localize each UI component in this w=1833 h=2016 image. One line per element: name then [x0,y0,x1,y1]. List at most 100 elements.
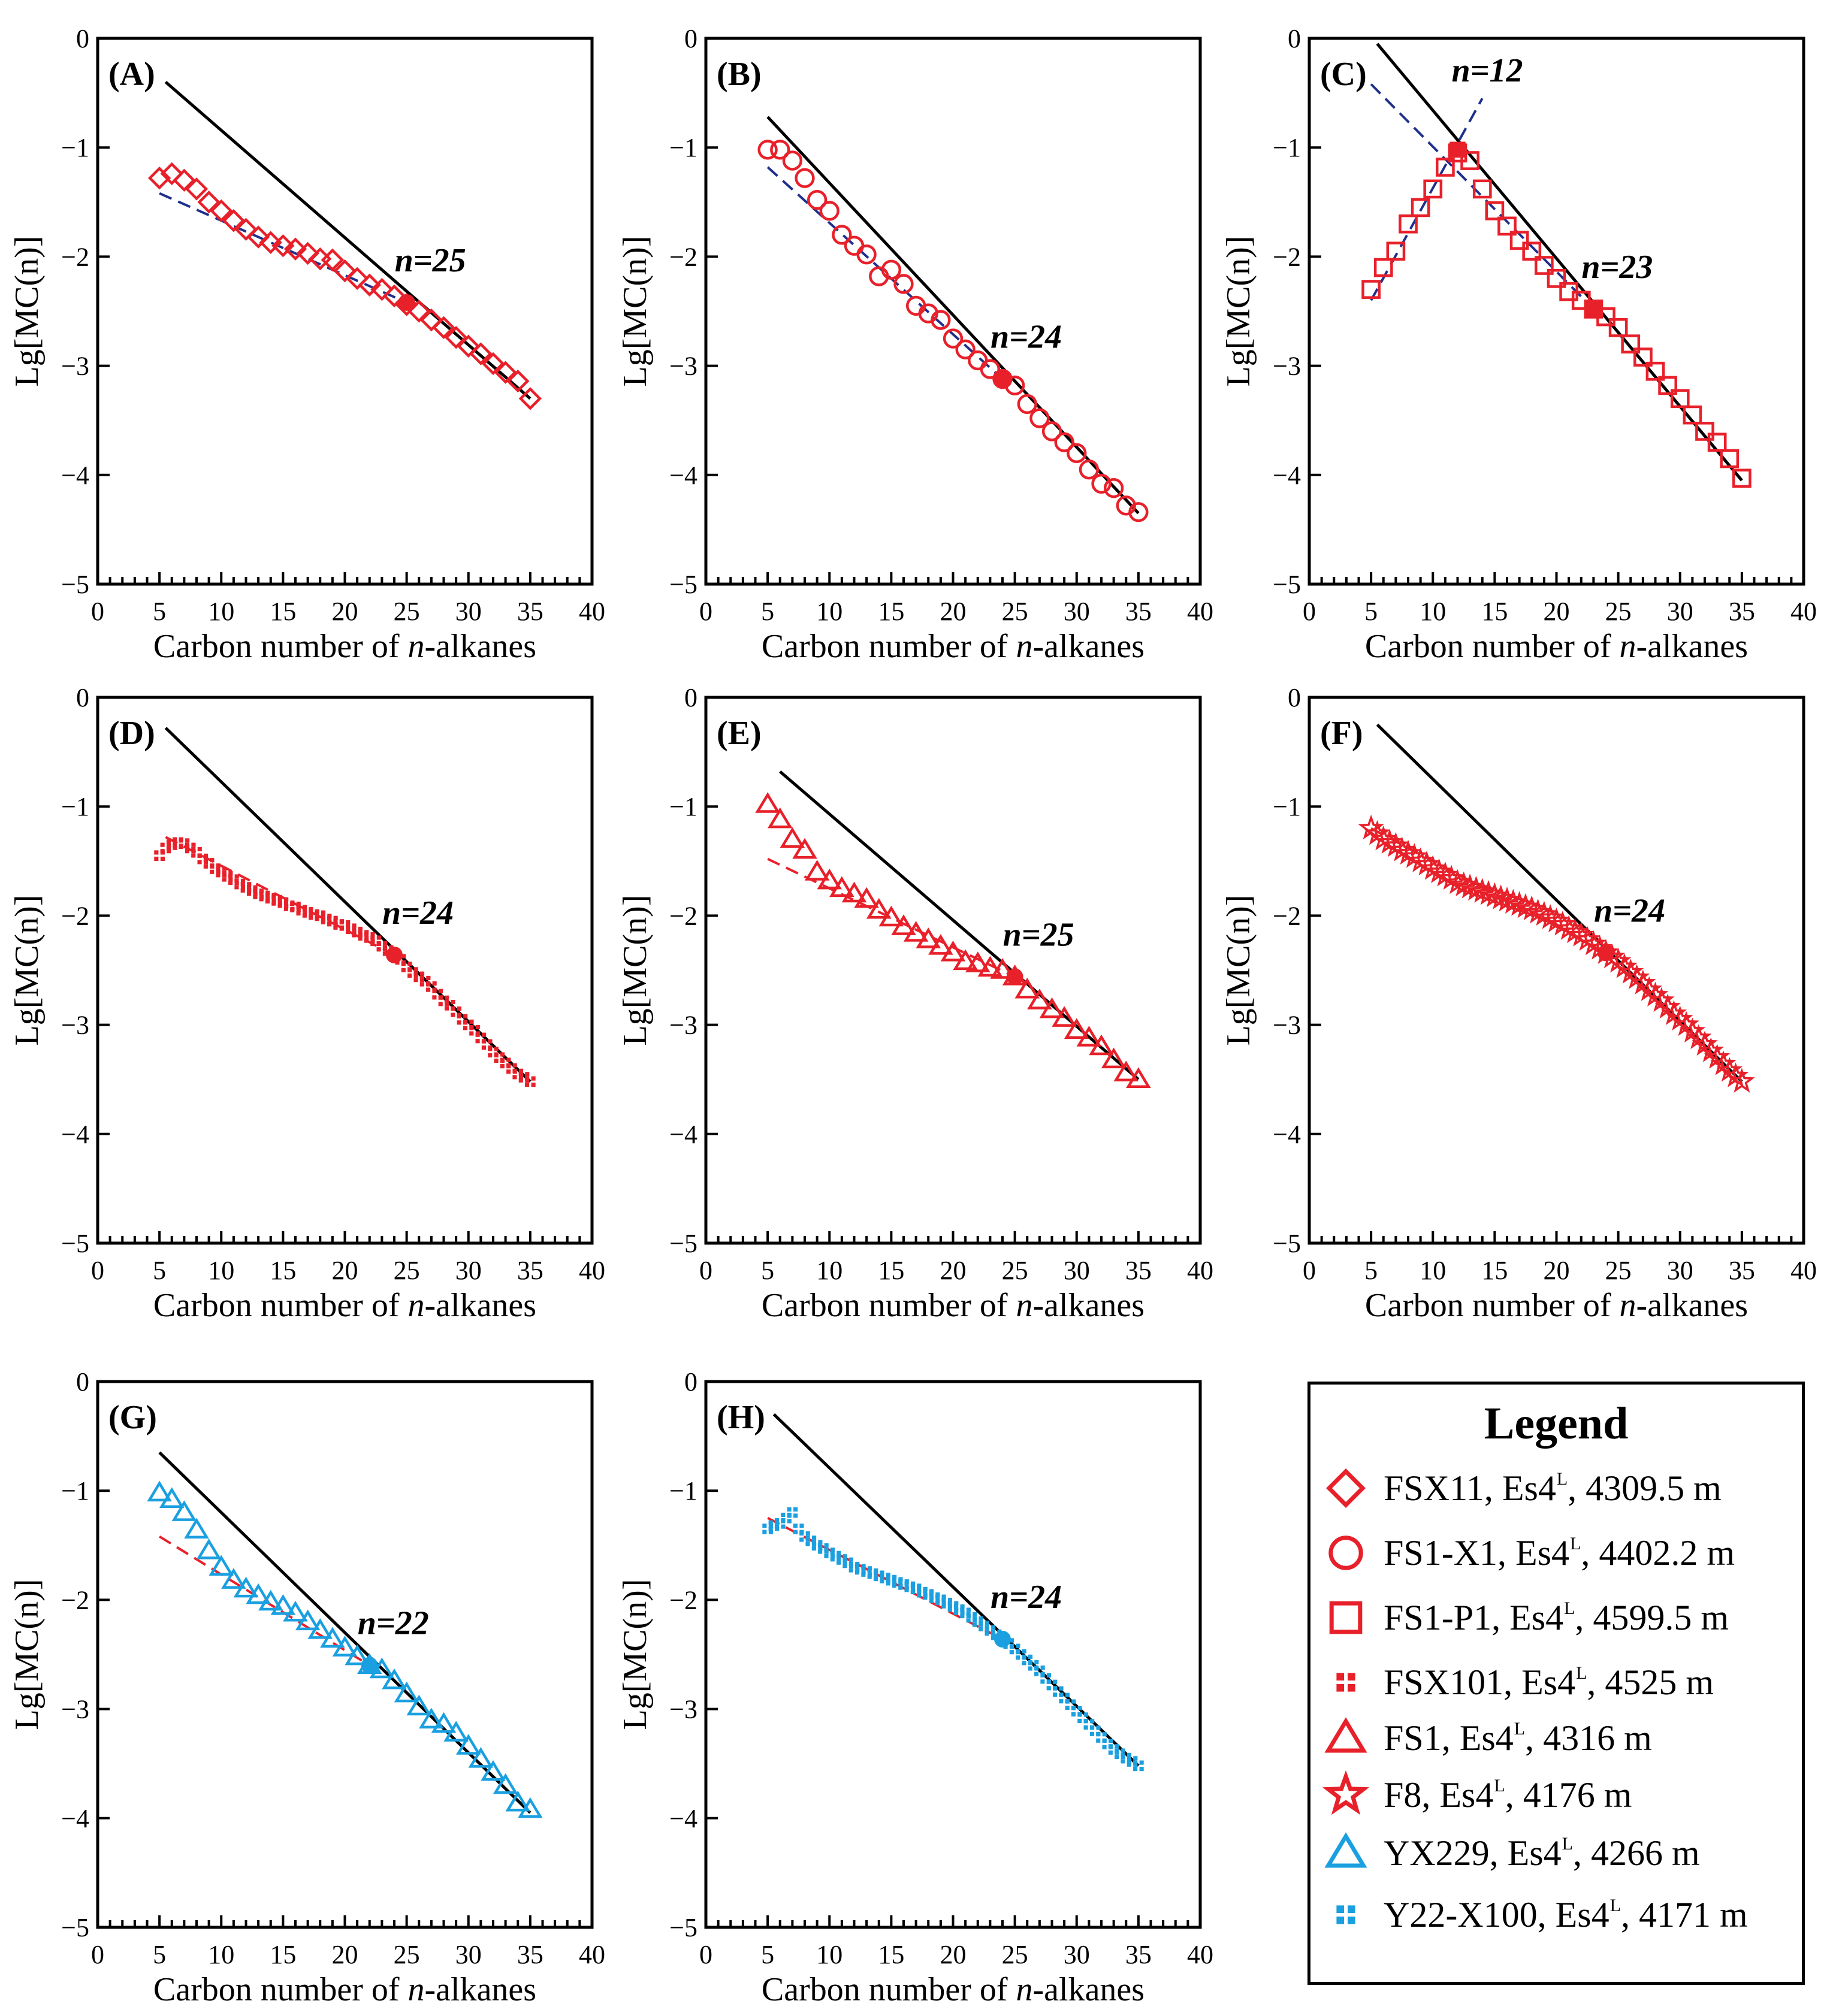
panel-title: (A) [108,56,155,93]
data-point [931,310,951,330]
chart-panel-b: 0 5 10 15 20 25 30 35 40 0 −1 −2 −3 −4 −5 Carbon number… [617,24,1213,665]
data-point [1497,216,1517,236]
chart-panel-a: 0 5 10 15 20 25 30 35 40 0 −1 −2 −3 −4 −5 Carbon number… [8,24,605,665]
data-point [222,871,233,882]
data-point [246,225,270,249]
x-tick-label: 5 [761,1256,774,1285]
data-point [333,259,357,283]
y-tick-label: −4 [61,461,89,490]
legend-marker-shape [1328,1536,1363,1570]
data-point [953,949,978,971]
x-tick-label: 10 [816,1256,842,1285]
data-point [339,920,351,931]
x-tick-label: 40 [1187,597,1213,626]
data-point [770,140,790,160]
data-point [1720,449,1740,469]
data-point [469,342,493,365]
data-point [270,1594,296,1615]
data-point [1014,977,1040,999]
breakpoint-marker [1006,968,1023,986]
y-tick-label: −1 [669,792,697,821]
data-point [891,914,916,935]
x-tick-label: 30 [1064,1256,1090,1285]
y-axis-label: Lg[MC(n)] [8,236,46,387]
x-tick-label: 25 [394,597,420,626]
data-point [935,1594,946,1606]
data-point [171,1500,197,1521]
data-point [1101,1047,1127,1069]
x-tick-label: 5 [761,597,774,626]
x-tick-label: 0 [91,1940,104,1969]
y-tick-label: −1 [61,133,89,162]
breakpoint-marker [994,370,1011,388]
data-point [782,150,803,171]
data-point [1658,376,1677,395]
data-point [768,1520,780,1531]
y-tick-label: −5 [669,570,697,599]
breakpoint-marker [386,947,403,963]
chart-panel-f: 0 5 10 15 20 25 30 35 40 0 −1 −2 −3 −4 −5 Carbon number… [1220,683,1817,1324]
y-tick-label: −5 [1273,570,1301,599]
x-axis-label: Carbon number of n-alkanes [762,1287,1145,1324]
x-tick-label: 0 [699,597,712,626]
x-tick-label: 30 [1667,1256,1693,1285]
breakpoint-marker [398,294,415,311]
data-point [898,1579,909,1590]
data-point [258,1589,283,1611]
data-point [1485,201,1505,220]
x-tick-label: 25 [1002,1940,1028,1969]
x-tick-label: 0 [91,597,104,626]
legend-item: FS1, Es4L, 4316 m [1319,1711,1652,1765]
data-point [166,839,177,850]
x-tick-label: 0 [1303,1256,1316,1285]
x-tick-label: 20 [332,1256,358,1285]
panel-title: (H) [717,1399,765,1436]
panel-title: (E) [717,715,762,752]
y-tick-label: 0 [1288,24,1301,53]
data-point [1645,361,1665,381]
x-tick-label: 25 [394,1256,420,1285]
y-tick-label: −2 [669,242,697,271]
y-tick-label: 0 [76,1367,89,1397]
legend-item: YX229, Es4L, 4266 m [1319,1826,1700,1880]
breakpoint-label: n=25 [1003,916,1074,953]
legend-marker-shape [1336,1673,1355,1692]
data-point [848,1561,860,1573]
data-point [320,1627,345,1648]
y-tick-label: −1 [1273,792,1301,821]
chart-panel-c: 0 5 10 15 20 25 30 35 40 0 −1 −2 −3 −4 −5 Carbon number… [1220,24,1817,665]
data-point [817,868,842,890]
y-axis-label: Lg[MC(n)] [617,236,654,387]
y-tick-label: −3 [61,1695,89,1724]
fit-line-heavy [766,116,1140,515]
data-point [345,1644,370,1666]
x-tick-label: 0 [1303,597,1316,626]
legend-label: F8, Es4L, 4176 m [1384,1775,1632,1815]
data-point [990,958,1015,979]
data-point [1436,158,1455,177]
data-point [419,308,443,332]
x-tick-label: 5 [153,597,166,626]
data-point [302,907,313,918]
fit-line-heavy [164,80,532,400]
data-point [807,190,828,210]
data-point [370,277,394,301]
data-point [904,1581,916,1592]
data-point [940,940,966,962]
data-point [929,1592,940,1603]
x-tick-label: 20 [940,1940,967,1969]
legend-marker-star-icon [1322,1770,1370,1815]
data-point [1608,318,1628,337]
x-axis-label: Carbon number of n-alkanes [153,1287,536,1324]
data-point [525,1076,536,1087]
x-tick-label: 10 [1420,1256,1446,1285]
x-tick-label: 25 [1002,597,1028,626]
data-point [518,1797,543,1818]
data-point [271,895,282,906]
plot-frame [96,696,594,1245]
legend-label: FS1-P1, Es4L, 4599.5 m [1384,1597,1729,1637]
breakpoint-label: n=25 [395,242,466,279]
panel-title: (B) [717,56,762,93]
legend-label: FS1, Es4L, 4316 m [1384,1718,1652,1758]
